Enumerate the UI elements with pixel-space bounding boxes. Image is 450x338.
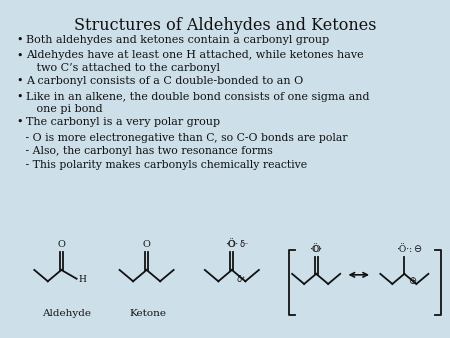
Text: O: O xyxy=(312,245,320,254)
Text: δ⁻: δ⁻ xyxy=(240,240,249,249)
Text: - O is more electronegative than C, so C-O bonds are polar: - O is more electronegative than C, so C… xyxy=(22,133,348,143)
Text: •: • xyxy=(16,50,23,61)
Text: δ⁺: δ⁺ xyxy=(237,275,247,284)
Text: ·Ö·: ·Ö· xyxy=(225,240,238,249)
Text: Structures of Aldehydes and Ketones: Structures of Aldehydes and Ketones xyxy=(74,17,376,34)
Text: •: • xyxy=(16,92,23,102)
Text: ⊕: ⊕ xyxy=(408,276,416,286)
Text: Like in an alkene, the double bond consists of one sigma and
   one pi bond: Like in an alkene, the double bond consi… xyxy=(26,92,369,114)
Text: •: • xyxy=(16,117,23,127)
Text: - This polarity makes carbonyls chemically reactive: - This polarity makes carbonyls chemical… xyxy=(22,160,307,170)
Text: Aldehyde: Aldehyde xyxy=(42,309,91,318)
Text: O: O xyxy=(143,240,151,249)
Text: ⊖: ⊖ xyxy=(413,244,421,254)
Text: ·Ö·: ·Ö· xyxy=(310,245,323,254)
Text: The carbonyl is a very polar group: The carbonyl is a very polar group xyxy=(26,117,220,127)
Text: Both aldehydes and ketones contain a carbonyl group: Both aldehydes and ketones contain a car… xyxy=(26,35,329,45)
Text: - Also, the carbonyl has two resonance forms: - Also, the carbonyl has two resonance f… xyxy=(22,146,273,156)
Text: •: • xyxy=(16,35,23,45)
Text: ·Ö·:: ·Ö·: xyxy=(396,245,412,254)
Text: H: H xyxy=(79,275,86,284)
Text: Ketone: Ketone xyxy=(130,309,167,318)
Text: O: O xyxy=(228,240,236,249)
Text: A carbonyl consists of a C double-bonded to an O: A carbonyl consists of a C double-bonded… xyxy=(26,76,303,86)
Text: Aldehydes have at least one H attached, while ketones have
   two C’s attached t: Aldehydes have at least one H attached, … xyxy=(26,50,364,73)
Text: •: • xyxy=(16,76,23,86)
Text: O: O xyxy=(58,240,65,249)
